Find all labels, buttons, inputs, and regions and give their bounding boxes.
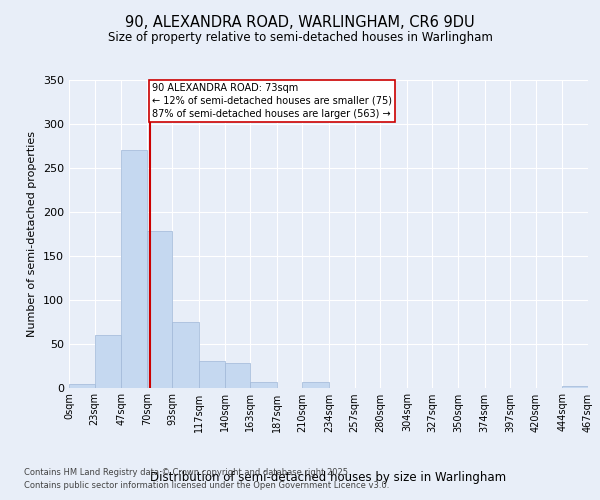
Bar bbox=[121, 150, 147, 388]
Bar bbox=[199, 361, 224, 388]
Bar bbox=[250, 382, 277, 388]
Bar bbox=[224, 363, 250, 388]
Y-axis label: Number of semi-detached properties: Number of semi-detached properties bbox=[28, 130, 37, 337]
Text: Contains public sector information licensed under the Open Government Licence v3: Contains public sector information licen… bbox=[24, 482, 389, 490]
Text: 90, ALEXANDRA ROAD, WARLINGHAM, CR6 9DU: 90, ALEXANDRA ROAD, WARLINGHAM, CR6 9DU bbox=[125, 15, 475, 30]
Text: Size of property relative to semi-detached houses in Warlingham: Size of property relative to semi-detach… bbox=[107, 31, 493, 44]
Bar bbox=[302, 382, 329, 388]
Text: Contains HM Land Registry data © Crown copyright and database right 2025.: Contains HM Land Registry data © Crown c… bbox=[24, 468, 350, 477]
Bar bbox=[562, 386, 588, 388]
Bar bbox=[172, 322, 199, 388]
X-axis label: Distribution of semi-detached houses by size in Warlingham: Distribution of semi-detached houses by … bbox=[151, 471, 506, 484]
Text: 90 ALEXANDRA ROAD: 73sqm
← 12% of semi-detached houses are smaller (75)
87% of s: 90 ALEXANDRA ROAD: 73sqm ← 12% of semi-d… bbox=[152, 82, 392, 119]
Bar bbox=[69, 384, 95, 388]
Bar bbox=[147, 231, 172, 388]
Bar bbox=[95, 335, 121, 388]
